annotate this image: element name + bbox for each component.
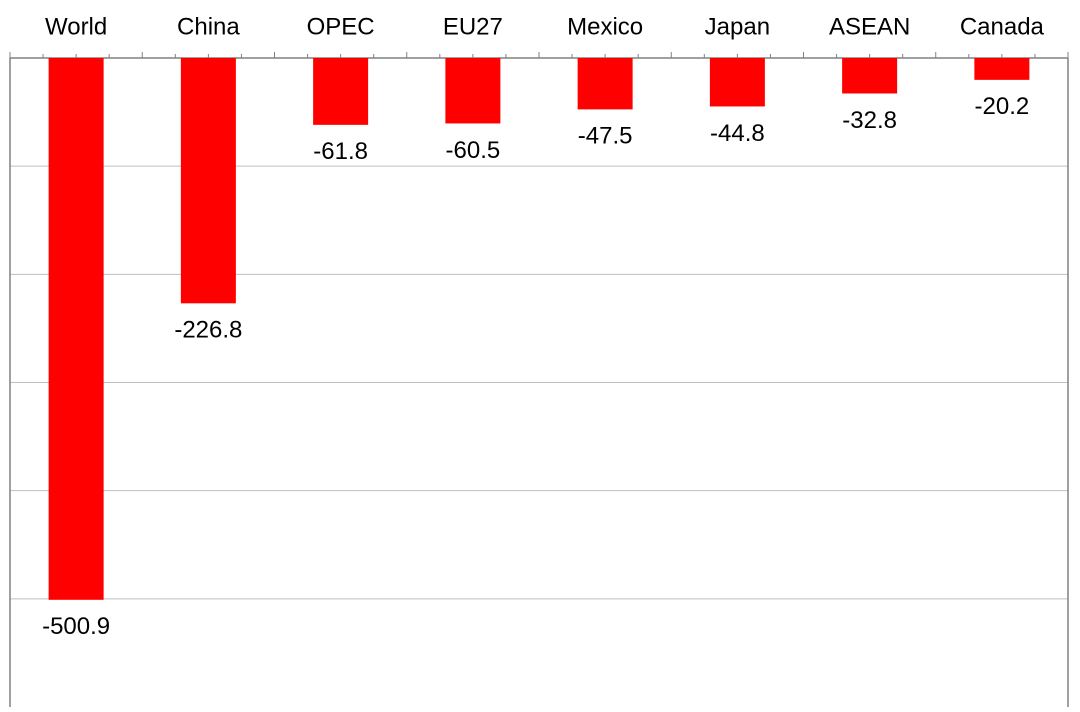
x-tick-label: Japan	[705, 13, 770, 40]
bar	[577, 58, 633, 110]
bar	[313, 58, 369, 125]
value-label: -44.8	[710, 120, 765, 147]
x-tick-label: World	[45, 13, 107, 40]
x-tick-label: ASEAN	[829, 13, 910, 40]
value-label: -60.5	[446, 137, 501, 164]
bar	[445, 58, 501, 124]
bar	[48, 58, 104, 600]
x-tick-label: China	[177, 13, 240, 40]
value-label: -47.5	[578, 123, 633, 150]
value-label: -61.8	[313, 138, 368, 165]
value-label: -500.9	[42, 613, 110, 640]
bar	[180, 58, 236, 304]
value-label: -226.8	[174, 317, 242, 344]
bar	[974, 58, 1030, 80]
x-tick-label: EU27	[443, 13, 503, 40]
x-tick-label: Mexico	[567, 13, 643, 40]
x-tick-label: OPEC	[307, 13, 375, 40]
value-label: -20.2	[975, 93, 1030, 120]
bar	[709, 58, 765, 107]
bar	[842, 58, 898, 94]
x-tick-label: Canada	[960, 13, 1045, 40]
value-label: -32.8	[842, 107, 897, 134]
